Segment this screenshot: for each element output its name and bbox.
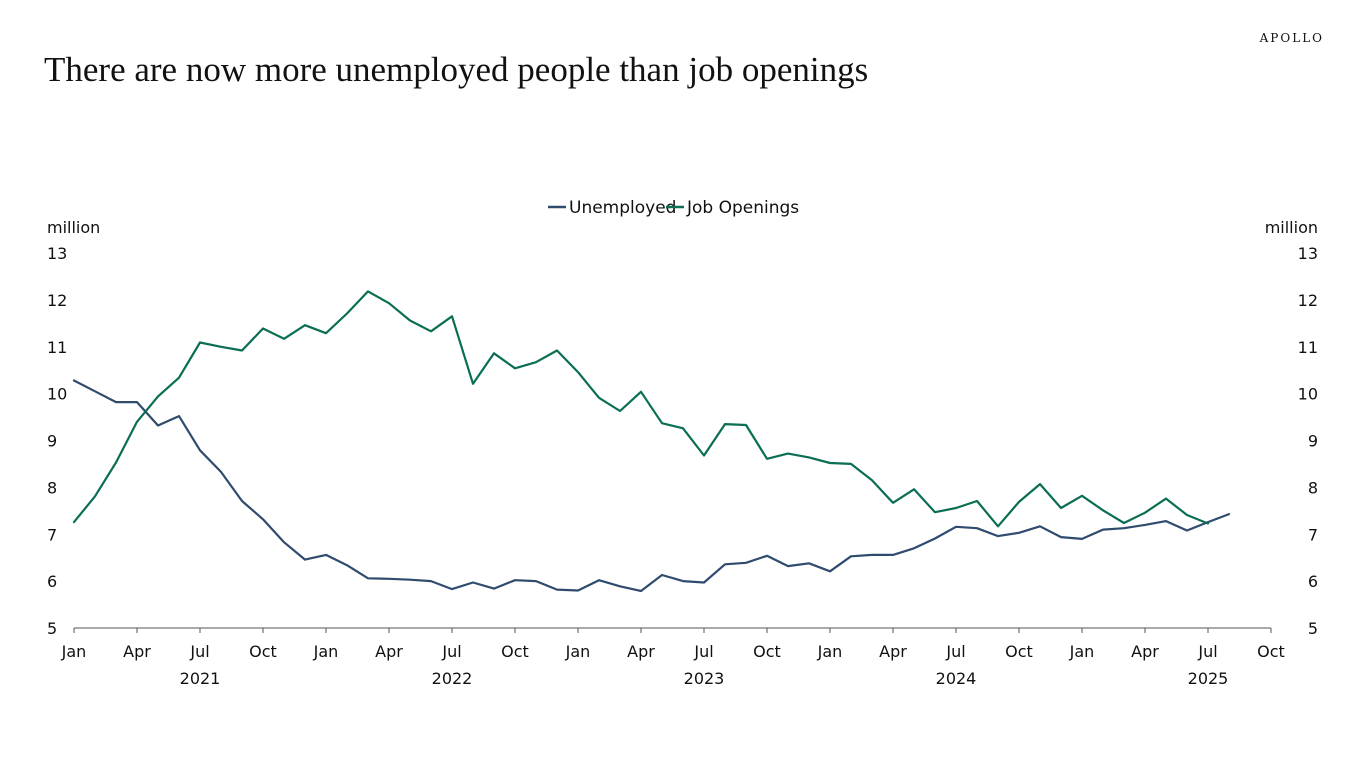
x-tick-label: Jan bbox=[565, 642, 591, 661]
x-tick-label: Apr bbox=[375, 642, 403, 661]
y-tick-label-left: 12 bbox=[47, 291, 67, 310]
x-tick-label: Jul bbox=[945, 642, 965, 661]
y-tick-label-right: 5 bbox=[1308, 619, 1318, 638]
x-tick-label: Jan bbox=[1069, 642, 1095, 661]
y-tick-label-right: 10 bbox=[1298, 385, 1318, 404]
series-line-job-openings bbox=[72, 290, 1210, 528]
x-tick-label: Oct bbox=[501, 642, 529, 661]
x-tick-label: Jan bbox=[817, 642, 843, 661]
x-tick-label: Jan bbox=[61, 642, 87, 661]
x-tick-label: Jul bbox=[189, 642, 209, 661]
y-tick-label-left: 9 bbox=[47, 432, 57, 451]
x-tick-label: Oct bbox=[249, 642, 277, 661]
x-tick-label: Jul bbox=[441, 642, 461, 661]
x-year-label: 2023 bbox=[684, 669, 725, 688]
x-year-label: 2024 bbox=[936, 669, 977, 688]
y-tick-label-right: 6 bbox=[1308, 572, 1318, 591]
y-axis-label-right: million bbox=[1265, 218, 1318, 237]
chart-title: There are now more unemployed people tha… bbox=[44, 50, 869, 89]
legend-label-unemployed: Unemployed bbox=[569, 198, 676, 218]
x-tick-label: Apr bbox=[627, 642, 655, 661]
series-line-unemployed bbox=[72, 379, 1231, 593]
x-tick-label: Oct bbox=[1257, 642, 1285, 661]
y-tick-label-right: 11 bbox=[1298, 338, 1318, 357]
x-year-label: 2022 bbox=[432, 669, 473, 688]
x-tick-label: Jan bbox=[313, 642, 339, 661]
x-tick-label: Jul bbox=[693, 642, 713, 661]
y-tick-label-right: 7 bbox=[1308, 525, 1318, 544]
x-tick-label: Oct bbox=[753, 642, 781, 661]
legend-label-job-openings: Job Openings bbox=[686, 198, 799, 218]
y-tick-label-right: 8 bbox=[1308, 478, 1318, 497]
y-tick-label-left: 7 bbox=[47, 525, 57, 544]
x-tick-label: Jul bbox=[1197, 642, 1217, 661]
x-year-label: 2025 bbox=[1188, 669, 1229, 688]
x-tick-label: Oct bbox=[1005, 642, 1033, 661]
x-tick-label: Apr bbox=[1131, 642, 1159, 661]
y-tick-label-left: 13 bbox=[47, 244, 67, 263]
y-axis-label-left: million bbox=[47, 218, 100, 237]
brand-logo-text: APOLLO bbox=[1259, 31, 1324, 45]
y-tick-label-left: 8 bbox=[47, 478, 57, 497]
y-tick-label-left: 11 bbox=[47, 338, 67, 357]
x-year-label: 2021 bbox=[180, 669, 221, 688]
y-tick-label-right: 9 bbox=[1308, 432, 1318, 451]
x-tick-label: Apr bbox=[123, 642, 151, 661]
y-tick-label-left: 10 bbox=[47, 385, 67, 404]
y-tick-label-left: 5 bbox=[47, 619, 57, 638]
y-tick-label-right: 12 bbox=[1298, 291, 1318, 310]
y-tick-label-left: 6 bbox=[47, 572, 57, 591]
y-tick-label-right: 13 bbox=[1298, 244, 1318, 263]
x-tick-label: Apr bbox=[879, 642, 907, 661]
